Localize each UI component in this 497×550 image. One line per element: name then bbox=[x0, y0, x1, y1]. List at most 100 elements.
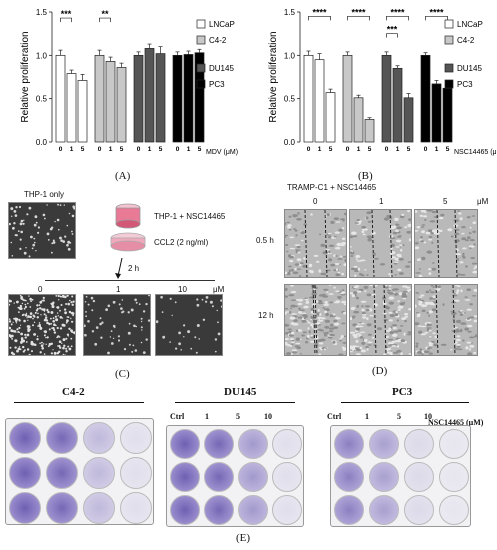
cell bbox=[24, 349, 26, 352]
cell bbox=[432, 286, 435, 288]
cell bbox=[310, 334, 314, 337]
cell bbox=[461, 232, 465, 235]
cell bbox=[388, 319, 393, 322]
cell bbox=[415, 242, 419, 245]
cell bbox=[52, 241, 56, 244]
cell bbox=[285, 287, 288, 291]
cell bbox=[341, 272, 345, 276]
cell bbox=[54, 315, 58, 318]
cell bbox=[58, 228, 60, 231]
cell bbox=[454, 341, 458, 344]
cell bbox=[26, 333, 30, 337]
cell bbox=[388, 273, 391, 276]
cell bbox=[26, 348, 30, 351]
cell bbox=[65, 303, 68, 305]
cell bbox=[289, 236, 294, 239]
cell bbox=[432, 332, 436, 335]
x-tick-label: 0 bbox=[307, 146, 311, 153]
cell bbox=[30, 300, 32, 303]
cell bbox=[465, 265, 468, 268]
cell bbox=[388, 285, 392, 287]
cell bbox=[390, 314, 395, 318]
cell bbox=[408, 353, 411, 355]
y-tick-label: 0.0 bbox=[284, 138, 296, 147]
cell bbox=[40, 344, 44, 347]
cell bbox=[121, 299, 124, 301]
cell bbox=[91, 330, 95, 333]
cell bbox=[38, 304, 41, 306]
cell bbox=[63, 204, 65, 206]
cell bbox=[395, 310, 398, 314]
cell bbox=[323, 348, 326, 351]
cell bbox=[290, 299, 297, 301]
cell bbox=[333, 286, 336, 289]
cell bbox=[320, 243, 326, 247]
plate-pc3 bbox=[330, 425, 471, 527]
cell bbox=[371, 336, 375, 339]
cell bbox=[287, 328, 292, 331]
cell bbox=[453, 347, 458, 350]
cell bbox=[99, 322, 102, 326]
cell bbox=[35, 309, 38, 312]
cell bbox=[295, 298, 299, 301]
cell bbox=[58, 336, 61, 338]
cell bbox=[293, 319, 298, 322]
cell bbox=[428, 352, 433, 355]
cell bbox=[338, 228, 343, 232]
sig-label: **** bbox=[351, 7, 366, 17]
cell bbox=[394, 313, 399, 317]
y-axis-label: Relative proliferation bbox=[268, 31, 279, 122]
cell bbox=[22, 350, 25, 353]
cell bbox=[140, 326, 143, 329]
cell bbox=[364, 290, 367, 293]
cell bbox=[291, 351, 298, 354]
cell bbox=[468, 245, 475, 248]
cell bbox=[120, 307, 123, 310]
cell bbox=[351, 348, 355, 351]
well bbox=[119, 421, 152, 454]
cell bbox=[295, 250, 298, 254]
cell bbox=[318, 269, 322, 273]
cell bbox=[52, 327, 55, 330]
cell bbox=[429, 297, 433, 300]
cell bbox=[472, 270, 477, 274]
cell bbox=[301, 321, 308, 323]
cell bbox=[363, 285, 369, 289]
cell bbox=[365, 346, 369, 349]
well bbox=[204, 428, 234, 459]
bar bbox=[431, 83, 442, 143]
cell bbox=[22, 299, 25, 301]
cell bbox=[361, 230, 365, 234]
cell bbox=[135, 301, 138, 304]
cell bbox=[14, 339, 16, 342]
cell bbox=[324, 319, 331, 323]
cell bbox=[335, 316, 339, 319]
x-tick-label: 1 bbox=[148, 146, 152, 153]
cell bbox=[71, 320, 73, 323]
col-e1-5: 5 bbox=[236, 412, 240, 421]
cell bbox=[428, 238, 433, 241]
cell bbox=[401, 285, 408, 288]
cell bbox=[365, 216, 369, 220]
cell bbox=[420, 294, 425, 297]
cell bbox=[401, 213, 405, 216]
cell bbox=[33, 237, 36, 240]
well bbox=[369, 495, 400, 526]
cell bbox=[460, 289, 463, 293]
cell bbox=[41, 341, 43, 344]
cell bbox=[358, 322, 362, 324]
cell bbox=[304, 297, 308, 299]
cell bbox=[36, 316, 39, 319]
cell bbox=[60, 304, 63, 306]
cell bbox=[36, 304, 39, 307]
cell bbox=[33, 321, 36, 323]
well bbox=[119, 491, 152, 524]
cell bbox=[43, 330, 45, 332]
cell bbox=[389, 331, 394, 335]
x-tick-label: 1 bbox=[109, 146, 113, 153]
panel-e-label: (E) bbox=[236, 532, 251, 544]
cell bbox=[424, 218, 427, 221]
well bbox=[204, 495, 234, 526]
cell bbox=[99, 317, 102, 320]
cell bbox=[299, 353, 303, 355]
